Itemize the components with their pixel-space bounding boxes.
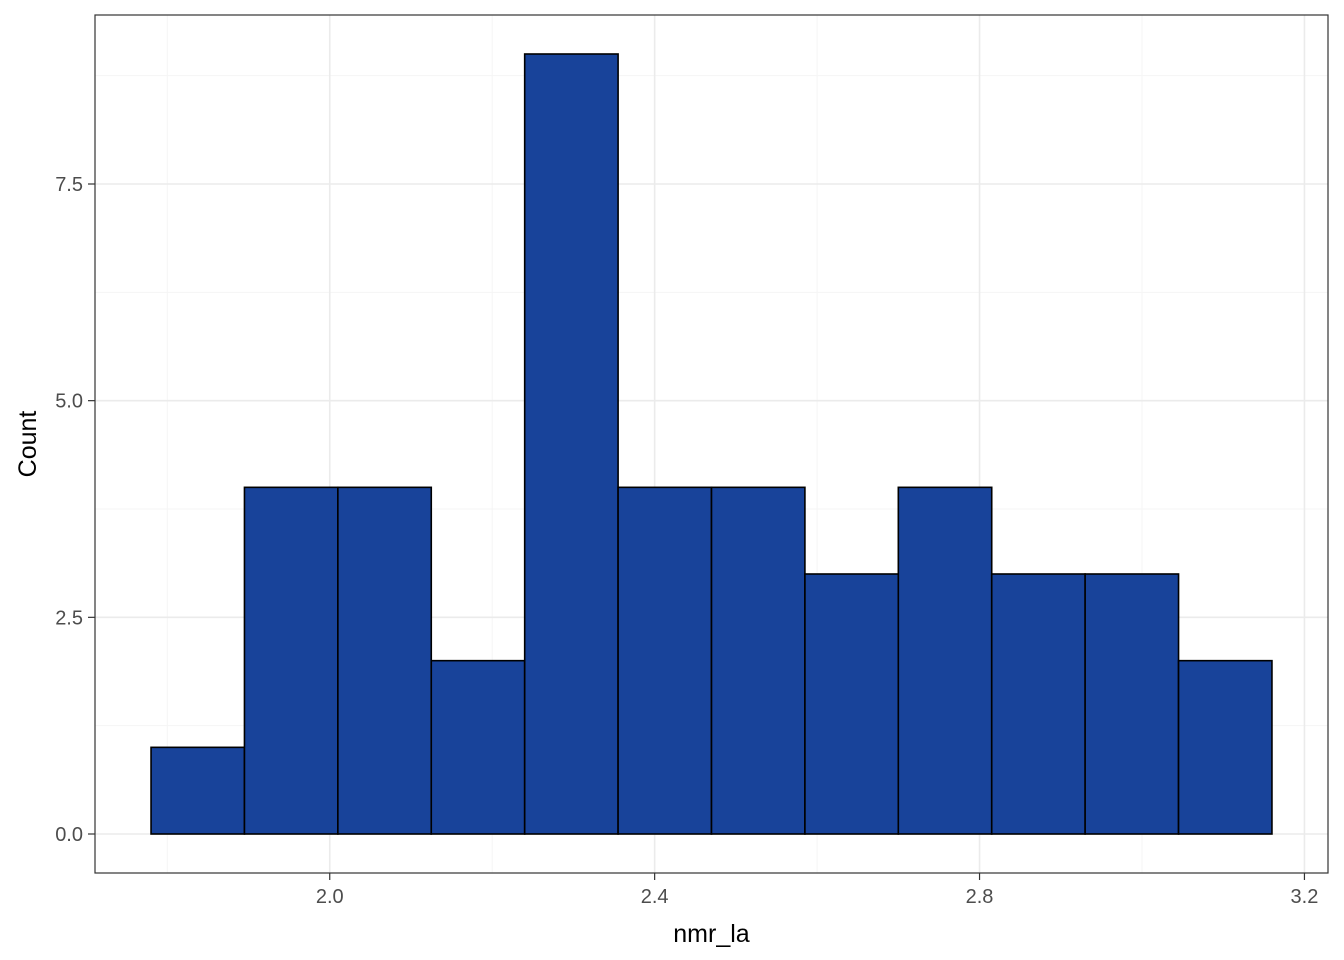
histogram-bar xyxy=(710,486,806,835)
y-axis-title: Count xyxy=(14,411,42,478)
y-tick-label: 7.5 xyxy=(55,174,83,196)
axis-ticks: 2.0 2.4 2.8 3.2 0.0 2.5 5.0 7.5 xyxy=(55,174,1318,908)
y-tick-label: 2.5 xyxy=(55,607,83,629)
histogram-bar xyxy=(523,53,619,835)
histogram-bar xyxy=(150,746,246,835)
histogram-bars xyxy=(150,53,1273,835)
histogram-bar xyxy=(804,573,900,835)
histogram-bar xyxy=(617,486,713,835)
x-tick-label: 3.2 xyxy=(1291,886,1319,908)
x-axis-title: nmr_la xyxy=(673,920,750,948)
x-tick-label: 2.8 xyxy=(966,886,994,908)
histogram-bar xyxy=(1084,573,1180,835)
histogram-bar xyxy=(897,486,993,835)
x-tick-label: 2.0 xyxy=(316,886,344,908)
histogram-bar xyxy=(243,486,339,835)
histogram-bar xyxy=(430,659,526,835)
histogram-bar xyxy=(990,573,1086,835)
panel-border xyxy=(94,14,1329,874)
histogram-bar xyxy=(337,486,433,835)
x-tick-label: 2.4 xyxy=(641,886,669,908)
histogram-bar xyxy=(1177,659,1273,835)
y-tick-label: 0.0 xyxy=(55,824,83,846)
y-tick-label: 5.0 xyxy=(55,391,83,413)
